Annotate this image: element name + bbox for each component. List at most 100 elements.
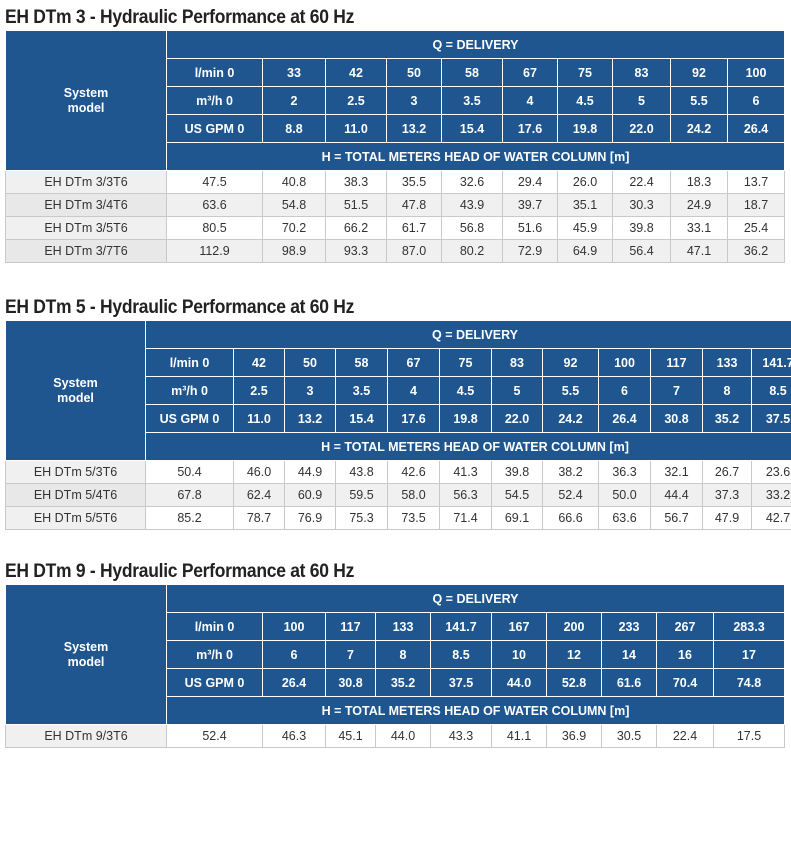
flow-value: 83 xyxy=(492,349,543,377)
flow-value: 11.0 xyxy=(326,115,387,143)
head-header: H = TOTAL METERS HEAD OF WATER COLUMN [m… xyxy=(146,433,791,461)
flow-value: 4 xyxy=(503,87,558,115)
flow-value: 283.3 xyxy=(714,613,785,641)
flow-value: 58 xyxy=(442,59,503,87)
flow-value: 16 xyxy=(657,641,714,669)
flow-value: 15.4 xyxy=(442,115,503,143)
head-value: 98.9 xyxy=(263,240,326,263)
head-value: 36.3 xyxy=(599,461,651,484)
head-value: 61.7 xyxy=(387,217,442,240)
flow-value: 22.0 xyxy=(613,115,671,143)
flow-value: 8.5 xyxy=(431,641,492,669)
head-value: 87.0 xyxy=(387,240,442,263)
flow-value: 33 xyxy=(263,59,326,87)
flow-value: 74.8 xyxy=(714,669,785,697)
system-label: System xyxy=(6,86,166,101)
head-value: 70.2 xyxy=(263,217,326,240)
head-value: 29.4 xyxy=(503,171,558,194)
head-value: 56.3 xyxy=(440,484,492,507)
flow-value: 26.4 xyxy=(728,115,785,143)
flow-value: 15.4 xyxy=(336,405,388,433)
head-value: 45.1 xyxy=(326,725,376,748)
flow-value: 42 xyxy=(234,349,285,377)
flow-value: 5 xyxy=(492,377,543,405)
performance-section: EH DTm 9 - Hydraulic Performance at 60 H… xyxy=(5,561,784,861)
flow-value: 117 xyxy=(326,613,376,641)
flow-value: 50 xyxy=(285,349,336,377)
performance-section: EH DTm 3 - Hydraulic Performance at 60 H… xyxy=(5,7,784,307)
flow-value: 3 xyxy=(387,87,442,115)
flow-value: 3 xyxy=(285,377,336,405)
flow-value: 4.5 xyxy=(440,377,492,405)
flow-value: 100 xyxy=(263,613,326,641)
head-value: 52.4 xyxy=(167,725,263,748)
head-value: 71.4 xyxy=(440,507,492,530)
head-value: 24.9 xyxy=(671,194,728,217)
head-value: 39.7 xyxy=(503,194,558,217)
head-value: 47.9 xyxy=(703,507,752,530)
head-value: 38.3 xyxy=(326,171,387,194)
head-value: 35.1 xyxy=(558,194,613,217)
flow-value: 70.4 xyxy=(657,669,714,697)
flow-value: 30.8 xyxy=(651,405,703,433)
head-value: 47.1 xyxy=(671,240,728,263)
flow-value: 24.2 xyxy=(543,405,599,433)
model-name: EH DTm 5/3T6 xyxy=(6,461,146,484)
flow-value: 67 xyxy=(503,59,558,87)
head-value: 72.9 xyxy=(503,240,558,263)
head-value: 63.6 xyxy=(167,194,263,217)
flow-value: 8 xyxy=(703,377,752,405)
head-value: 112.9 xyxy=(167,240,263,263)
model-name: EH DTm 3/7T6 xyxy=(6,240,167,263)
flow-value: 13.2 xyxy=(285,405,336,433)
flow-value: 8 xyxy=(376,641,431,669)
model-name: EH DTm 3/4T6 xyxy=(6,194,167,217)
flow-value: 52.8 xyxy=(547,669,602,697)
flow-value: 19.8 xyxy=(440,405,492,433)
head-value: 80.2 xyxy=(442,240,503,263)
head-value: 78.7 xyxy=(234,507,285,530)
flow-value: 141.7 xyxy=(431,613,492,641)
head-value: 30.3 xyxy=(613,194,671,217)
head-value: 43.9 xyxy=(442,194,503,217)
flow-value: 267 xyxy=(657,613,714,641)
delivery-header: Q = DELIVERY xyxy=(167,585,785,613)
flow-value: 35.2 xyxy=(703,405,752,433)
head-value: 44.4 xyxy=(651,484,703,507)
flow-value: 5.5 xyxy=(671,87,728,115)
unit-label: l/min 0 xyxy=(167,59,263,87)
flow-value: 61.6 xyxy=(602,669,657,697)
head-value: 47.5 xyxy=(167,171,263,194)
head-value: 39.8 xyxy=(613,217,671,240)
model-name: EH DTm 3/3T6 xyxy=(6,171,167,194)
unit-label: US GPM 0 xyxy=(167,669,263,697)
flow-value: 83 xyxy=(613,59,671,87)
model-name: EH DTm 5/5T6 xyxy=(6,507,146,530)
head-value: 41.1 xyxy=(492,725,547,748)
head-value: 93.3 xyxy=(326,240,387,263)
flow-value: 141.7 xyxy=(752,349,791,377)
flow-value: 67 xyxy=(388,349,440,377)
flow-value: 75 xyxy=(440,349,492,377)
flow-value: 7 xyxy=(651,377,703,405)
head-value: 25.4 xyxy=(728,217,785,240)
flow-value: 5.5 xyxy=(543,377,599,405)
flow-value: 26.4 xyxy=(263,669,326,697)
head-value: 35.5 xyxy=(387,171,442,194)
flow-value: 12 xyxy=(547,641,602,669)
head-value: 36.2 xyxy=(728,240,785,263)
flow-value: 35.2 xyxy=(376,669,431,697)
head-value: 36.9 xyxy=(547,725,602,748)
delivery-header: Q = DELIVERY xyxy=(167,31,785,59)
head-value: 37.3 xyxy=(703,484,752,507)
head-value: 51.6 xyxy=(503,217,558,240)
